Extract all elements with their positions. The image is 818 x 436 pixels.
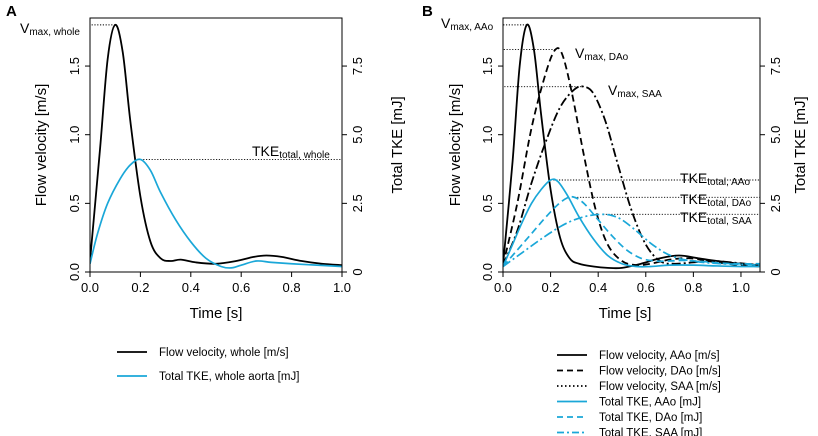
panel-b-x-tick-label: 0.4 [589,280,607,295]
legend-a: Flow velocity, whole [m/s] Total TKE, who… [117,347,299,383]
panel-b-series-line-1 [503,23,760,270]
panel-a-y-left-tick-label: 0.0 [67,263,82,281]
panel-b-series-line-6 [503,213,760,268]
panel-a-y-left-tick-label: 0.5 [67,194,82,212]
y-axis-right-label-b: Total TKE [mJ] [792,96,809,193]
panel-b: B 0.0 0.2 0.4 0.6 0.8 1.0 0.0 0.5 1.0 1.5 0 2.5 5.… [422,3,809,322]
panel-b-annotation-label: TKEtotal, AAo [680,170,750,188]
plot-frame-a [89,17,343,273]
panel-a-x-tick-label: 0.0 [81,280,99,295]
panel-b-series-line-3 [503,85,760,267]
legend-b-entry-6-label: Total TKE, SAA [mJ] [599,428,702,436]
panel-a-y-left-tick-label: 1.0 [67,126,82,144]
legend-a-entry-1-label: Flow velocity, whole [m/s] [159,347,289,359]
panel-a-y-right-tick-label: 7.5 [350,57,365,75]
panel-b-x-tick-label: 0.0 [494,280,512,295]
y-axis-left-label-b: Flow velocity [m/s] [447,84,464,207]
panel-b-y-right-tick-label: 7.5 [768,57,783,75]
panel-a-series-line-1 [90,23,342,267]
panel-b-series-line-2 [503,47,760,268]
legend-b: Flow velocity, AAo [m/s] Flow velocity, D… [557,350,721,436]
legend-b-entry-5-label: Total TKE, DAo [mJ] [599,412,702,424]
panel-b-annotation-label: TKEtotal, SAA [680,209,752,227]
panel-b-x-tick-label: 0.2 [542,280,560,295]
panel-a-y-right-tick-label: 2.5 [350,194,365,212]
legend-b-entry-1-label: Flow velocity, AAo [m/s] [599,350,720,362]
panel-b-series-line-4 [503,178,760,268]
panel-a-annotation-label: TKEtotal, whole [252,143,330,161]
panel-b-y-right-tick-label: 2.5 [768,194,783,212]
panel-b-y-right-tick-label: 0 [768,268,783,275]
plot-frame-b [502,17,761,273]
panel-a: A 0.0 0.2 0.4 0.6 0.8 1.0 0.0 0.5 1.0 1.5 0 2.5 5.… [6,3,406,322]
panel-a-x-tick-label: 0.4 [182,280,200,295]
panel-b-x-tick-label: 0.8 [684,280,702,295]
panel-a-x-tick-label: 0.6 [232,280,250,295]
legend-a-entry-2-label: Total TKE, whole aorta [mJ] [159,371,299,383]
panel-b-y-left-tick-label: 1.5 [480,57,495,75]
panel-a-annotation-label: Vmax, whole [20,20,80,38]
panel-b-annotation-label: Vmax, SAA [608,82,662,100]
panel-a-y-left-tick-label: 1.5 [67,57,82,75]
panel-b-x-tick-label: 1.0 [732,280,750,295]
panel-a-y-right-tick-label: 5.0 [350,126,365,144]
x-axis-label-b: Time [s] [599,305,652,322]
panel-a-y-right-tick-label: 0 [350,268,365,275]
panel-b-y-left-tick-label: 0.5 [480,194,495,212]
panel-label-b: B [422,3,433,20]
legend-b-entry-4-label: Total TKE, AAo [mJ] [599,397,701,409]
panel-b-annotation-label: Vmax, DAo [575,45,629,63]
panel-b-y-left-tick-label: 1.0 [480,126,495,144]
panel-b-x-tick-label: 0.6 [637,280,655,295]
panel-b-annotation-label: TKEtotal, DAo [680,191,752,209]
panel-a-x-tick-label: 0.2 [131,280,149,295]
legend-b-entry-3-label: Flow velocity, SAA [m/s] [599,381,721,393]
legend-b-entry-2-label: Flow velocity, DAo [m/s] [599,366,721,378]
panel-label-a: A [6,3,17,20]
x-axis-label-a: Time [s] [190,305,243,322]
panel-b-y-left-tick-label: 0.0 [480,263,495,281]
panel-b-annotation-label: Vmax, AAo [441,15,494,33]
panel-b-y-right-tick-label: 5.0 [768,126,783,144]
y-axis-right-label-a: Total TKE [mJ] [389,96,406,193]
panel-a-x-tick-label: 0.8 [283,280,301,295]
panel-a-x-tick-label: 1.0 [333,280,351,295]
panel-a-series-line-2 [90,158,342,269]
y-axis-left-label-a: Flow velocity [m/s] [33,84,50,207]
